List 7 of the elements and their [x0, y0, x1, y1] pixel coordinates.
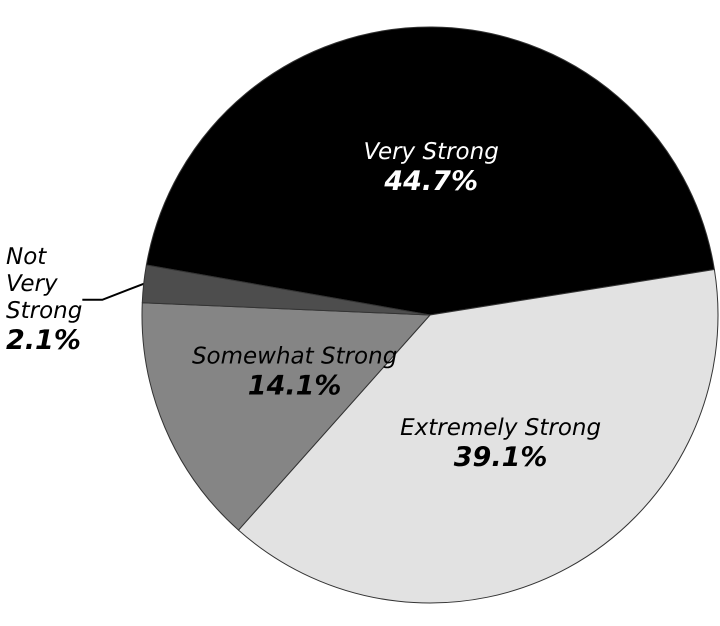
slice-label: Extremely Strong: [400, 414, 602, 441]
slice-label: Very Strong: [364, 139, 499, 166]
data-label: 14.1%: [248, 370, 342, 402]
slice-label: Not Very Strong: [6, 244, 82, 324]
data-label: 2.1%: [6, 325, 81, 356]
data-label: 39.1%: [454, 442, 548, 473]
data-label: 44.7%: [383, 166, 478, 198]
